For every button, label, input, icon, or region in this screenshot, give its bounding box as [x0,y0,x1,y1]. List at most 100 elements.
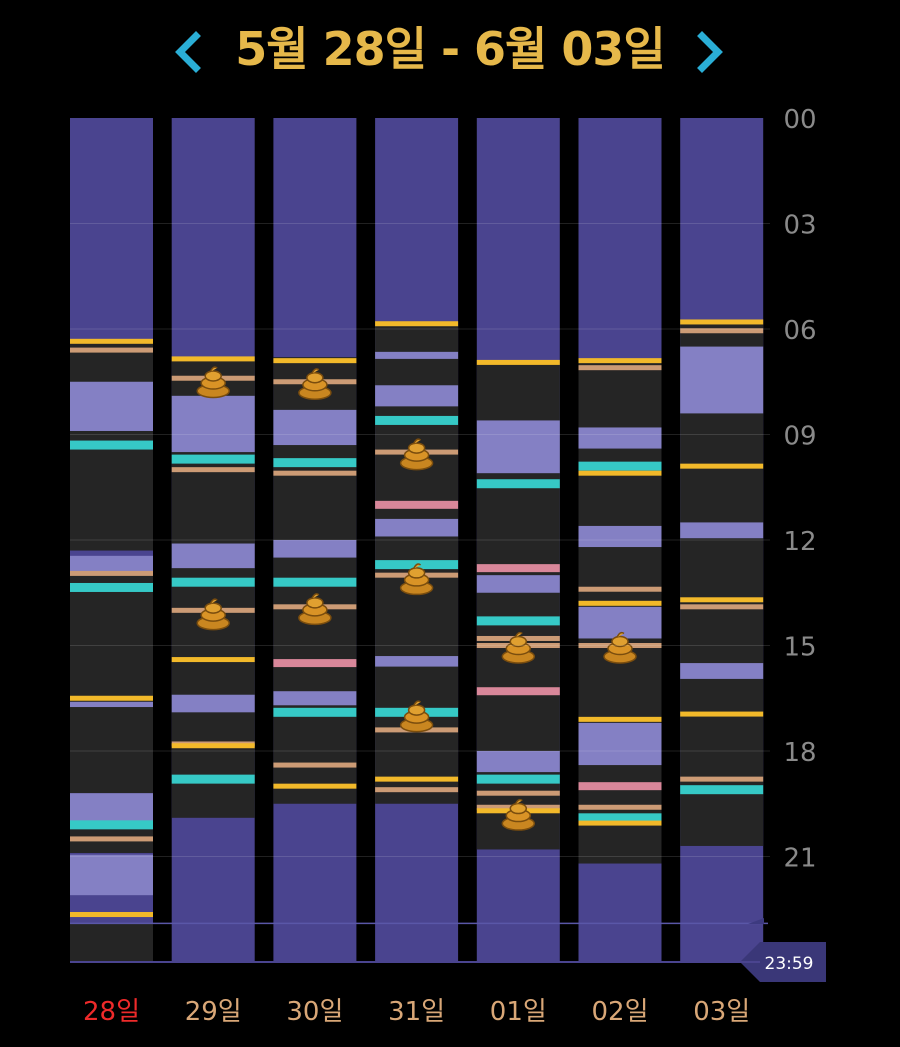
day-5-feeding-mark [476,616,560,626]
y-tick-label: 21 [783,844,816,874]
day-7-formula-mark [680,597,764,603]
day-1-feeding-mark [70,440,153,450]
day-4-diaper-mark [375,787,459,793]
date-range-title: 5월 28일 - 6월 03일 [235,22,665,76]
day-3-pink-mark [273,659,357,668]
chevron-right-icon [697,31,723,73]
day-7-diaper-mark [680,604,764,610]
day-2-formula-mark [171,356,255,362]
day-3-feeding-mark [273,707,357,717]
day-2-light-block [171,694,255,713]
day-6-formula-mark [578,820,662,826]
day-5-pink-mark [476,687,560,696]
y-tick-label: 03 [783,211,816,241]
day-1-diaper-mark [70,347,153,353]
y-tick-label: 18 [783,738,816,768]
day-7-diaper-mark [680,328,764,334]
day-5-light-block [476,420,560,474]
day-5-diaper-mark [476,790,560,796]
day-2-formula-mark [171,657,255,663]
now-time-badge [740,942,826,982]
day-7-formula-mark [680,711,764,717]
day-7-diaper-mark [680,776,764,782]
day-4-light-block [375,351,459,359]
day-label-3[interactable]: 30일 [286,997,343,1027]
day-7-light-block [680,346,764,414]
day-4-feeding-mark [375,415,459,425]
day-label-2[interactable]: 29일 [185,997,242,1027]
day-5-light-block [476,751,560,773]
day-4-light-block [375,656,459,667]
day-1-formula-mark [70,695,153,701]
day-5-pink-mark [476,564,560,573]
day-1-feeding-mark [70,582,153,592]
day-6-feeding-mark [578,813,662,823]
day-4-light-block [375,385,459,407]
day-label-5[interactable]: 01일 [490,997,547,1027]
day-6-light-block [578,722,662,766]
day-6-formula-mark [578,716,662,722]
day-1-awake-block [70,568,153,794]
day-1-diaper-mark [70,836,153,842]
day-2-feeding-mark [171,577,255,587]
day-2-formula-mark [171,743,255,749]
day-1-light-block [70,555,153,574]
day-3-feeding-mark [273,458,357,468]
day-3-light-block [273,540,357,558]
day-3-diaper-mark [273,762,357,768]
day-1-light-block [70,701,153,708]
day-label-7[interactable]: 03일 [693,997,750,1027]
day-2-diaper-mark [171,467,255,473]
y-tick-label: 15 [783,633,816,663]
day-4-formula-mark [375,776,459,782]
day-2-feeding-mark [171,454,255,464]
day-7-light-block [680,663,764,679]
day-6-formula-mark [578,358,662,364]
day-4-pink-mark [375,500,459,509]
day-6-feeding-mark [578,461,662,471]
day-3-formula-mark [273,783,357,789]
day-5-formula-mark [476,359,560,365]
y-tick-label: 12 [783,527,816,557]
prev-week-button[interactable] [162,22,212,78]
y-tick-label: 00 [783,105,816,135]
day-3-light-block [273,691,357,706]
day-6-pink-mark [578,782,662,791]
day-6-diaper-mark [578,804,662,810]
y-tick-label: 09 [783,422,816,452]
day-5-light-block [476,575,560,593]
day-3-light-block [273,409,357,446]
day-label-6[interactable]: 02일 [591,997,648,1027]
day-4-light-block [375,518,459,537]
chevron-left-icon [175,31,201,73]
day-2-feeding-mark [171,774,255,784]
day-3-feeding-mark [273,577,357,587]
day-2-light-block [171,543,255,569]
day-6-diaper-mark [578,586,662,592]
day-6-diaper-mark [578,365,662,371]
y-tick-label: 06 [783,316,816,346]
now-time-label: 23:59 [765,954,814,974]
day-6-light-block [578,525,662,548]
day-1-diaper-mark [70,570,153,576]
day-1-light-block [70,381,153,431]
day-5-feeding-mark [476,774,560,784]
next-week-button[interactable] [686,22,736,78]
day-7-light-block [680,522,764,539]
day-label-4[interactable]: 31일 [388,997,445,1027]
day-1-feeding-mark [70,820,153,830]
day-4-formula-mark [375,321,459,327]
day-3-diaper-mark [273,470,357,476]
day-1-formula-mark [70,912,153,918]
week-header: 5월 28일 - 6월 03일 [0,0,900,100]
day-2-light-block [171,395,255,453]
day-6-formula-mark [578,600,662,606]
day-3-formula-mark [273,358,357,364]
day-6-light-block [578,427,662,449]
day-6-formula-mark [578,470,662,476]
day-1-awake-block [70,923,153,962]
now-pointer-icon [748,918,764,924]
day-7-formula-mark [680,319,764,325]
day-label-1[interactable]: 28일 [83,997,140,1027]
